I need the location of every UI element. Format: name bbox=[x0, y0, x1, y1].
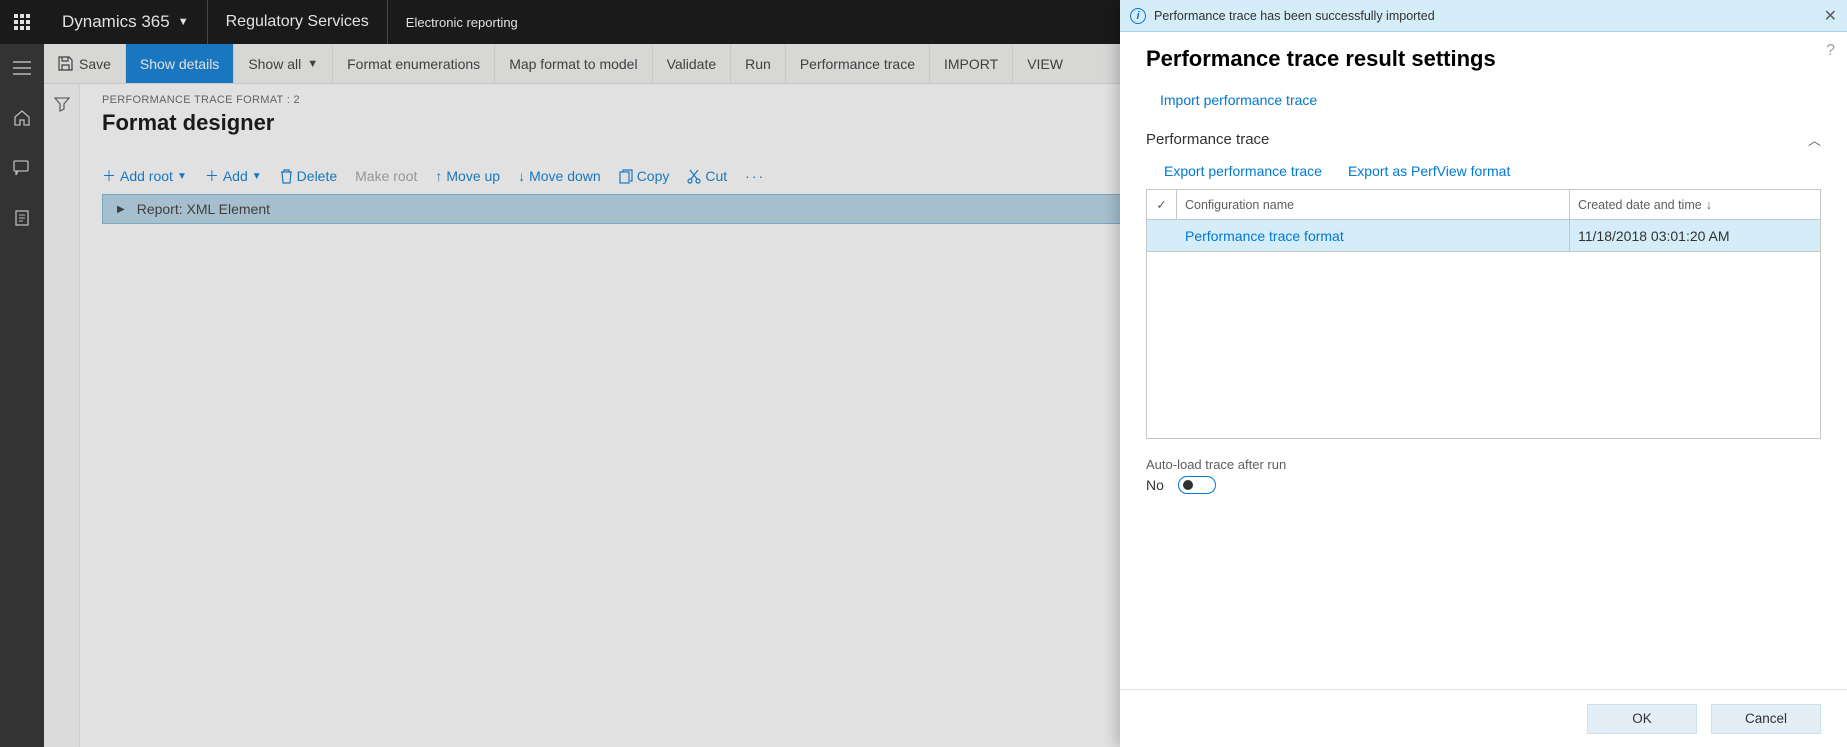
show-all-button[interactable]: Show all ▼ bbox=[234, 44, 333, 83]
map-format-button[interactable]: Map format to model bbox=[495, 44, 652, 83]
more-button[interactable]: ··· bbox=[745, 168, 765, 184]
save-button[interactable]: Save bbox=[44, 44, 126, 83]
document-icon[interactable] bbox=[0, 204, 44, 232]
row-created-date: 11/18/2018 03:01:20 AM bbox=[1570, 220, 1820, 251]
notification-bar: i Performance trace has been successfull… bbox=[1120, 0, 1847, 32]
chevron-down-icon: ▼ bbox=[177, 171, 187, 182]
cancel-button[interactable]: Cancel bbox=[1711, 704, 1821, 734]
add-root-button[interactable]: ＋ Add root ▼ bbox=[102, 166, 187, 186]
auto-load-label: Auto-load trace after run bbox=[1146, 457, 1821, 472]
chevron-down-icon: ▼ bbox=[178, 16, 189, 28]
delete-button[interactable]: Delete bbox=[280, 168, 337, 184]
export-perfview-link[interactable]: Export as PerfView format bbox=[1348, 163, 1510, 179]
row-selector[interactable] bbox=[1147, 220, 1177, 251]
filter-icon[interactable] bbox=[54, 96, 70, 747]
section-performance-trace[interactable]: Performance trace ︿ bbox=[1146, 130, 1821, 149]
show-details-label: Show details bbox=[140, 56, 219, 72]
save-label: Save bbox=[79, 56, 111, 72]
hamburger-icon[interactable] bbox=[0, 54, 44, 82]
row-config-name[interactable]: Performance trace format bbox=[1185, 228, 1344, 244]
run-button[interactable]: Run bbox=[731, 44, 786, 83]
copy-button[interactable]: Copy bbox=[619, 168, 670, 184]
plus-icon: ＋ bbox=[205, 166, 219, 186]
module-label[interactable]: Regulatory Services bbox=[208, 0, 388, 44]
import-button[interactable]: IMPORT bbox=[930, 44, 1013, 83]
home-icon[interactable] bbox=[0, 104, 44, 132]
move-up-button[interactable]: ↑ Move up bbox=[435, 168, 500, 184]
panel-title: Performance trace result settings bbox=[1146, 46, 1821, 72]
caret-right-icon: ▶ bbox=[117, 204, 125, 215]
view-button[interactable]: VIEW bbox=[1013, 44, 1077, 83]
notification-text: Performance trace has been successfully … bbox=[1154, 9, 1435, 23]
tree-row-label: Report: XML Element bbox=[137, 201, 270, 217]
arrow-down-icon: ↓ bbox=[518, 168, 525, 184]
show-all-label: Show all bbox=[248, 56, 301, 72]
export-trace-link[interactable]: Export performance trace bbox=[1164, 163, 1322, 179]
help-icon[interactable]: ? bbox=[1826, 42, 1835, 60]
sort-down-icon: ↓ bbox=[1706, 198, 1712, 212]
cut-button[interactable]: Cut bbox=[687, 168, 727, 184]
format-enum-button[interactable]: Format enumerations bbox=[333, 44, 495, 83]
grid-col-select[interactable]: ✓ bbox=[1147, 190, 1177, 219]
chevron-down-icon: ▼ bbox=[252, 171, 262, 182]
app-launcher-icon[interactable] bbox=[0, 0, 44, 44]
auto-load-value: No bbox=[1146, 477, 1164, 493]
import-trace-link[interactable]: Import performance trace bbox=[1160, 92, 1317, 108]
area-label: Electronic reporting bbox=[388, 0, 536, 44]
move-down-button[interactable]: ↓ Move down bbox=[518, 168, 601, 184]
ok-button[interactable]: OK bbox=[1587, 704, 1697, 734]
performance-trace-button[interactable]: Performance trace bbox=[786, 44, 930, 83]
grid-col-config-name[interactable]: Configuration name bbox=[1177, 190, 1570, 219]
cut-icon bbox=[687, 169, 701, 184]
feedback-icon[interactable] bbox=[0, 154, 44, 182]
show-details-button[interactable]: Show details bbox=[126, 44, 234, 83]
save-icon bbox=[58, 56, 73, 71]
plus-icon: ＋ bbox=[102, 166, 116, 186]
arrow-up-icon: ↑ bbox=[435, 168, 442, 184]
trash-icon bbox=[280, 169, 293, 184]
brand-dropdown[interactable]: Dynamics 365 ▼ bbox=[44, 0, 208, 44]
add-button[interactable]: ＋ Add ▼ bbox=[205, 166, 262, 186]
close-icon[interactable]: ✕ bbox=[1824, 6, 1837, 26]
grid-row[interactable]: Performance trace format 11/18/2018 03:0… bbox=[1147, 220, 1820, 252]
filter-column bbox=[44, 84, 80, 747]
copy-icon bbox=[619, 169, 633, 184]
make-root-button: Make root bbox=[355, 168, 417, 184]
left-nav-rail bbox=[0, 44, 44, 747]
chevron-up-icon: ︿ bbox=[1808, 130, 1821, 149]
designer-toolbar: ＋ Add root ▼ ＋ Add ▼ Delete Make root bbox=[102, 166, 765, 186]
performance-trace-panel: i Performance trace has been successfull… bbox=[1120, 0, 1847, 747]
grid-col-created[interactable]: Created date and time ↓ bbox=[1570, 190, 1820, 219]
auto-load-toggle[interactable] bbox=[1178, 476, 1216, 494]
brand-label: Dynamics 365 bbox=[62, 12, 170, 32]
trace-grid: ✓ Configuration name Created date and ti… bbox=[1146, 189, 1821, 439]
info-icon: i bbox=[1130, 8, 1146, 24]
chevron-down-icon: ▼ bbox=[307, 58, 318, 70]
panel-footer: OK Cancel bbox=[1120, 689, 1847, 747]
validate-button[interactable]: Validate bbox=[653, 44, 732, 83]
